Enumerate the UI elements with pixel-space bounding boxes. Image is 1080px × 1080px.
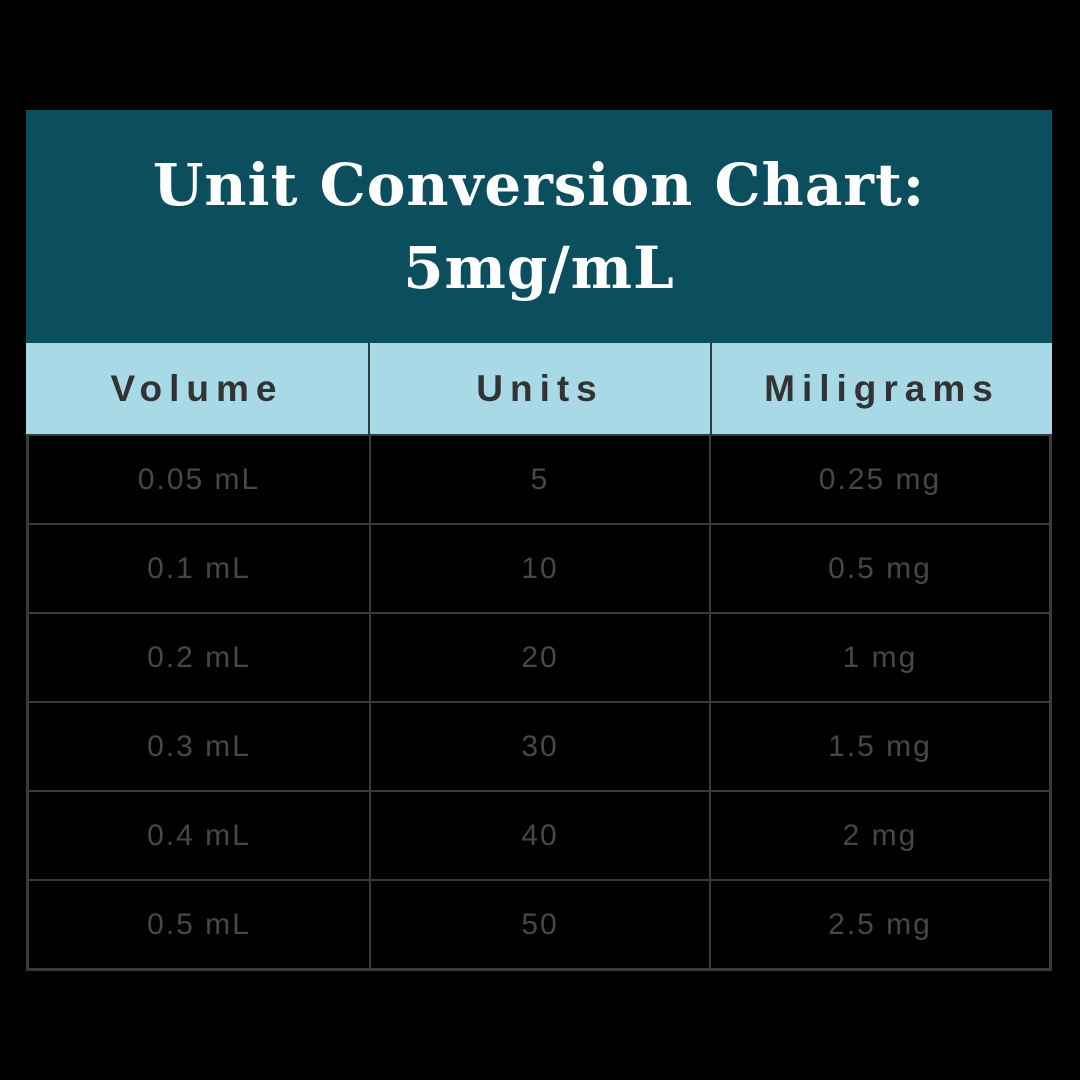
cell-miligrams: 1.5 mg: [709, 703, 1049, 790]
cell-units: 30: [369, 703, 709, 790]
table-body: 0.05 mL 5 0.25 mg 0.1 mL 10 0.5 mg 0.2 m…: [26, 434, 1052, 971]
cell-units: 50: [369, 881, 709, 968]
cell-volume: 0.4 mL: [29, 792, 369, 879]
cell-miligrams: 0.25 mg: [709, 436, 1049, 523]
column-header-miligrams: Miligrams: [710, 343, 1052, 434]
cell-volume: 0.2 mL: [29, 614, 369, 701]
chart-title-line1: Unit Conversion Chart:: [152, 151, 926, 220]
cell-units: 20: [369, 614, 709, 701]
table-row: 0.4 mL 40 2 mg: [29, 792, 1049, 881]
cell-miligrams: 1 mg: [709, 614, 1049, 701]
unit-conversion-chart: Unit Conversion Chart: 5mg/mL Volume Uni…: [26, 110, 1052, 971]
table-row: 0.2 mL 20 1 mg: [29, 614, 1049, 703]
table-row: 0.5 mL 50 2.5 mg: [29, 881, 1049, 968]
chart-title-line2: 5mg/mL: [403, 233, 675, 302]
cell-units: 5: [369, 436, 709, 523]
cell-volume: 0.05 mL: [29, 436, 369, 523]
table-row: 0.3 mL 30 1.5 mg: [29, 703, 1049, 792]
chart-title-block: Unit Conversion Chart: 5mg/mL: [26, 110, 1052, 343]
cell-units: 40: [369, 792, 709, 879]
cell-volume: 0.3 mL: [29, 703, 369, 790]
column-header-volume: Volume: [110, 367, 284, 409]
column-header-units: Units: [368, 343, 710, 434]
cell-miligrams: 2.5 mg: [709, 881, 1049, 968]
cell-miligrams: 0.5 mg: [709, 525, 1049, 612]
table-row: 0.05 mL 5 0.25 mg: [29, 436, 1049, 525]
cell-units: 10: [369, 525, 709, 612]
table-row: 0.1 mL 10 0.5 mg: [29, 525, 1049, 614]
cell-miligrams: 2 mg: [709, 792, 1049, 879]
table-header-row: Volume Units Miligrams: [26, 343, 1052, 434]
cell-volume: 0.5 mL: [29, 881, 369, 968]
cell-volume: 0.1 mL: [29, 525, 369, 612]
